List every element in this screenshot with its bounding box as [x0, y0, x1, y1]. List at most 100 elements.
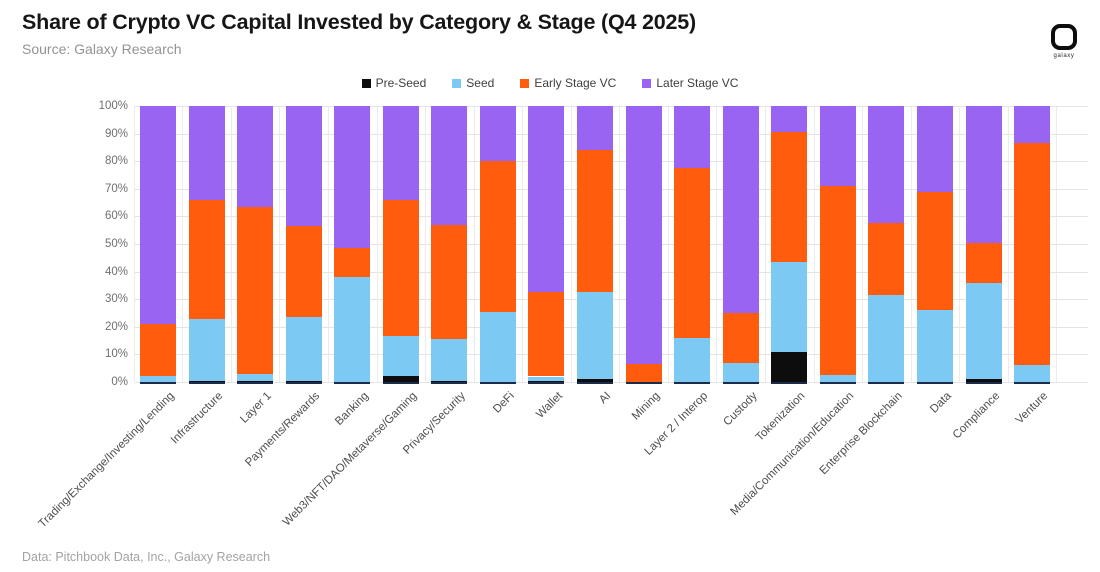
bar-mining — [625, 106, 662, 382]
bar-baseline — [819, 382, 856, 384]
bar-segment-later-stage-vc — [916, 106, 953, 192]
bar-segment-early-stage-vc — [188, 199, 225, 319]
x-axis-category-label: Banking — [332, 390, 371, 428]
bar-segment-later-stage-vc — [382, 106, 419, 200]
bar-segment-later-stage-vc — [334, 106, 371, 249]
bar-segment-seed — [334, 277, 371, 382]
bar-segment-pre-seed — [188, 380, 225, 382]
bar-segment-later-stage-vc — [625, 106, 662, 365]
bar-segment-early-stage-vc — [479, 161, 516, 312]
bar-segment-seed — [237, 373, 274, 381]
galaxy-logo-text: galaxy — [1053, 53, 1075, 59]
bar-layer-2-interop — [674, 106, 711, 382]
y-axis-tick-label: 20% — [104, 320, 128, 333]
y-axis-tick-label: 90% — [104, 127, 128, 140]
y-axis-tick-label: 80% — [104, 155, 128, 168]
bar-baseline — [722, 382, 759, 384]
bar-segment-early-stage-vc — [382, 199, 419, 337]
x-axis-category-label: Infrastructure — [168, 390, 226, 447]
x-axis-category-label: Wallet — [534, 390, 565, 421]
x-axis-category-label: Compliance — [950, 390, 1003, 442]
x-axis-category-label: Layer 1 — [238, 390, 274, 426]
y-axis-tick-label: 30% — [104, 293, 128, 306]
bar-payments-rewards — [285, 106, 322, 382]
bar-segment-later-stage-vc — [965, 106, 1002, 243]
bar-segment-early-stage-vc — [431, 224, 468, 340]
bar-web3-nft-dao-metaverse-gaming — [382, 106, 419, 382]
bar-segment-seed — [431, 339, 468, 381]
y-axis-tick-label: 70% — [104, 182, 128, 195]
bar-segment-pre-seed — [382, 376, 419, 382]
bar-segment-seed — [1014, 365, 1051, 382]
bar-segment-later-stage-vc — [674, 106, 711, 169]
x-axis-category-label: Mining — [629, 390, 663, 423]
bar-segment-later-stage-vc — [431, 106, 468, 225]
bar-segment-pre-seed — [577, 379, 614, 382]
bar-segment-early-stage-vc — [916, 191, 953, 311]
bar-segment-early-stage-vc — [1014, 143, 1051, 366]
x-axis-category-label: Trading/Exchange/Investing/Lending — [36, 390, 177, 531]
legend-item-early-stage-vc: Early Stage VC — [520, 76, 616, 90]
bar-segment-seed — [479, 311, 516, 382]
x-axis-category-label: Data — [927, 390, 954, 416]
bar-venture — [1014, 106, 1051, 382]
bar-segment-early-stage-vc — [577, 150, 614, 293]
bar-segment-pre-seed — [965, 379, 1002, 382]
bar-media-communication-education — [819, 106, 856, 382]
legend-item-pre-seed: Pre-Seed — [361, 76, 426, 90]
bar-infrastructure — [188, 106, 225, 382]
source-subtitle: Source: Galaxy Research — [22, 41, 182, 57]
bar-segment-seed — [674, 337, 711, 382]
bar-banking — [334, 106, 371, 382]
bar-segment-seed — [285, 317, 322, 381]
bar-segment-early-stage-vc — [237, 206, 274, 374]
bar-segment-seed — [577, 292, 614, 380]
bar-segment-later-stage-vc — [722, 106, 759, 313]
bar-baseline — [140, 382, 176, 384]
bar-segment-later-stage-vc — [868, 106, 905, 224]
bar-segment-early-stage-vc — [528, 292, 565, 377]
bar-segment-seed — [382, 336, 419, 377]
bar-segment-pre-seed — [237, 380, 274, 382]
bar-custody — [722, 106, 759, 382]
bar-baseline — [577, 382, 614, 384]
bar-segment-seed — [819, 375, 856, 382]
bar-segment-pre-seed — [771, 351, 808, 382]
bar-segment-pre-seed — [431, 380, 468, 382]
x-axis-category-label: DeFi — [490, 390, 517, 416]
x-axis-category-label: Custody — [720, 390, 760, 429]
bar-segment-seed — [916, 310, 953, 382]
bar-baseline — [334, 382, 371, 384]
legend-color-swatch-icon — [520, 78, 530, 88]
bar-defi — [479, 106, 516, 382]
bar-segment-early-stage-vc — [625, 364, 662, 382]
bar-segment-seed — [722, 362, 759, 382]
page-title: Share of Crypto VC Capital Invested by C… — [22, 10, 696, 34]
bar-baseline — [237, 382, 274, 384]
bar-privacy-security — [431, 106, 468, 382]
bar-segment-later-stage-vc — [479, 106, 516, 162]
bar-baseline — [868, 382, 905, 384]
legend-color-swatch-icon — [642, 78, 652, 88]
bar-baseline — [382, 382, 419, 384]
bar-segment-seed — [868, 295, 905, 382]
bar-baseline — [674, 382, 711, 384]
bar-segment-seed — [771, 261, 808, 352]
legend-label: Later Stage VC — [656, 76, 739, 90]
bar-segment-later-stage-vc — [140, 106, 176, 325]
bar-segment-early-stage-vc — [965, 242, 1002, 283]
legend-item-later-stage-vc: Later Stage VC — [642, 76, 738, 90]
bar-baseline — [965, 382, 1002, 384]
bar-wallet — [528, 106, 565, 382]
bar-segment-later-stage-vc — [237, 106, 274, 207]
bar-segment-later-stage-vc — [771, 106, 808, 133]
bar-layer-1 — [237, 106, 274, 382]
bar-segment-early-stage-vc — [868, 223, 905, 296]
legend-label: Early Stage VC — [534, 76, 617, 90]
bar-segment-later-stage-vc — [1014, 106, 1051, 144]
vertical-gridline — [133, 106, 135, 382]
bar-baseline — [479, 382, 516, 384]
bar-segment-seed — [188, 318, 225, 381]
bar-segment-later-stage-vc — [285, 106, 322, 227]
